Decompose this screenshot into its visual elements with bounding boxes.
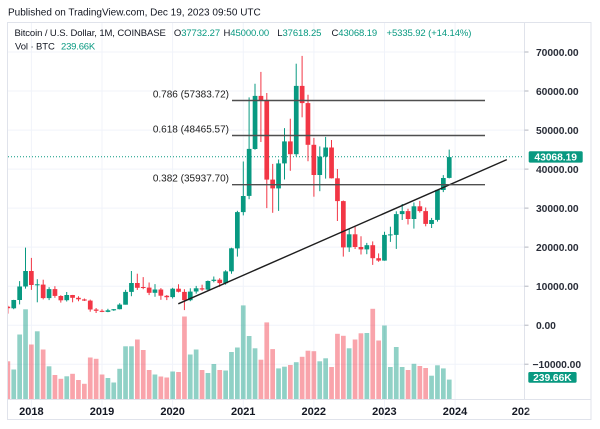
svg-text:30000.00: 30000.00: [536, 204, 579, 215]
svg-text:20000.00: 20000.00: [536, 243, 579, 254]
svg-text:2024: 2024: [443, 406, 468, 418]
svg-text:0.786 (57383.72): 0.786 (57383.72): [153, 90, 229, 101]
svg-text:50000.00: 50000.00: [536, 126, 579, 137]
svg-text:239.66K: 239.66K: [533, 373, 572, 384]
svg-text:2019: 2019: [90, 406, 114, 418]
svg-text:2018: 2018: [19, 406, 43, 418]
svg-text:2023: 2023: [372, 406, 396, 418]
svg-text:10000.00: 10000.00: [536, 282, 579, 293]
svg-text:2020: 2020: [160, 406, 184, 418]
svg-text:43068.19: 43068.19: [534, 153, 577, 164]
svg-text:40000.00: 40000.00: [536, 165, 579, 176]
svg-text:Bitcoin / U.S. Dollar, 1M, COI: Bitcoin / U.S. Dollar, 1M, COINBASE O3773…: [15, 28, 472, 39]
svg-text:2022: 2022: [302, 406, 326, 418]
svg-text:60000.00: 60000.00: [536, 87, 579, 98]
svg-text:0.00: 0.00: [536, 321, 556, 332]
svg-text:239.66K: 239.66K: [61, 42, 96, 53]
svg-text:0.618 (48465.57): 0.618 (48465.57): [153, 125, 229, 136]
svg-text:−10000.00: −10000.00: [533, 360, 582, 371]
svg-text:0.382 (35937.70): 0.382 (35937.70): [153, 174, 229, 185]
svg-text:Published on TradingView.com,: Published on TradingView.com, Dec 19, 20…: [8, 7, 261, 18]
svg-text:Vol · BTC: Vol · BTC: [15, 42, 55, 53]
svg-text:2021: 2021: [231, 406, 255, 418]
svg-text:70000.00: 70000.00: [536, 48, 579, 59]
